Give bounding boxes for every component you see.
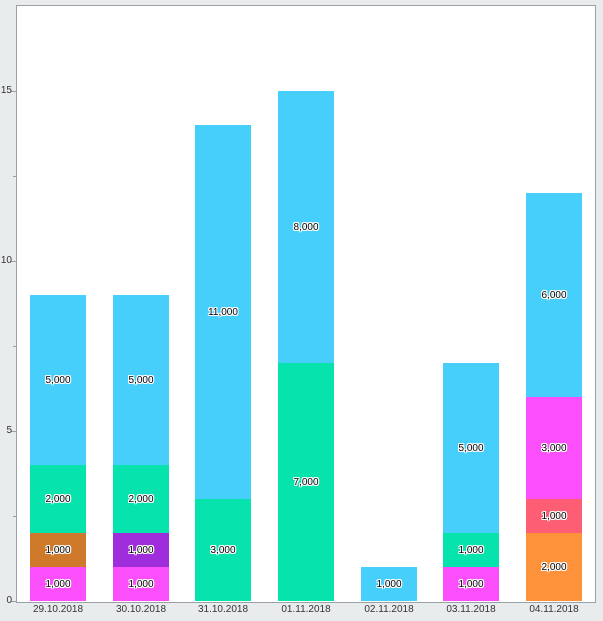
bar-31.10.2018[interactable]: 3,000 11,000	[195, 0, 251, 601]
bar-segment[interactable]: 1,000	[30, 533, 86, 567]
bar-segment[interactable]: 1,000	[113, 533, 169, 567]
bar-02.11.2018[interactable]: 1,000	[361, 0, 417, 601]
y-tick-label: 10	[0, 255, 12, 266]
bar-segment[interactable]: 7,000	[278, 363, 334, 601]
segment-value-label: 5,000	[128, 374, 154, 386]
bar-03.11.2018[interactable]: 1,000 1,000 5,000	[443, 0, 499, 601]
segment-value-label: 1,000	[128, 578, 154, 590]
y-tick-label: 15	[0, 85, 12, 96]
y-tick	[11, 261, 16, 262]
bar-segment[interactable]: 3,000	[526, 397, 582, 499]
y-minor-tick	[13, 346, 16, 347]
x-tick-label: 03.11.2018	[446, 604, 496, 615]
y-tick	[11, 91, 16, 92]
y-minor-tick	[13, 176, 16, 177]
bar-segment[interactable]: 1,000	[361, 567, 417, 601]
bar-segment[interactable]: 2,000	[526, 533, 582, 601]
bar-segment[interactable]: 5,000	[30, 295, 86, 465]
y-minor-tick	[13, 516, 16, 517]
bar-segment[interactable]: 8,000	[278, 91, 334, 363]
bar-segment[interactable]: 1,000	[30, 567, 86, 601]
segment-value-label: 7,000	[293, 476, 319, 488]
x-tick-label: 29.10.2018	[32, 604, 84, 615]
segment-value-label: 1,000	[45, 544, 71, 556]
bar-segment[interactable]: 1,000	[113, 567, 169, 601]
bar-segment[interactable]: 6,000	[526, 193, 582, 397]
segment-value-label: 1,000	[45, 578, 71, 590]
bar-segment[interactable]: 2,000	[113, 465, 169, 533]
bar-01.11.2018[interactable]: 7,000 8,000	[278, 0, 334, 601]
segment-value-label: 5,000	[458, 442, 484, 454]
bar-29.10.2018[interactable]: 1,000 1,000 2,000 5,000	[30, 0, 86, 601]
segment-value-label: 8,000	[293, 221, 319, 233]
segment-value-label: 5,000	[45, 374, 71, 386]
segment-value-label: 2,000	[128, 493, 154, 505]
y-tick	[11, 431, 16, 432]
bar-segment[interactable]: 1,000	[526, 499, 582, 533]
segment-value-label: 1,000	[458, 544, 484, 556]
bar-segment[interactable]: 5,000	[443, 363, 499, 533]
bar-segment[interactable]: 11,000	[195, 125, 251, 499]
bar-30.10.2018[interactable]: 1,000 1,000 2,000 5,000	[113, 0, 169, 601]
segment-value-label: 1,000	[376, 578, 402, 590]
segment-value-label: 2,000	[541, 561, 567, 573]
x-tick-label: 04.11.2018	[529, 604, 579, 615]
segment-value-label: 2,000	[45, 493, 71, 505]
bar-segment[interactable]: 3,000	[195, 499, 251, 601]
bar-04.11.2018[interactable]: 2,000 1,000 3,000 6,000	[526, 0, 582, 601]
y-tick	[11, 601, 16, 602]
segment-value-label: 1,000	[541, 510, 567, 522]
segment-value-label: 1,000	[458, 578, 484, 590]
segment-value-label: 3,000	[541, 442, 567, 454]
segment-value-label: 3,000	[210, 544, 236, 556]
segment-value-label: 1,000	[128, 544, 154, 556]
x-tick-label: 02.11.2018	[364, 604, 414, 615]
segment-value-label: 11,000	[208, 306, 238, 318]
bar-segment[interactable]: 5,000	[113, 295, 169, 465]
y-tick-label: 0	[6, 595, 12, 606]
x-tick-label: 01.11.2018	[281, 604, 331, 615]
y-tick-label: 5	[6, 425, 12, 436]
bar-segment[interactable]: 2,000	[30, 465, 86, 533]
x-tick-label: 30.10.2018	[115, 604, 167, 615]
bar-segment[interactable]: 1,000	[443, 567, 499, 601]
segment-value-label: 6,000	[541, 289, 567, 301]
x-tick-label: 31.10.2018	[197, 604, 249, 615]
bar-segment[interactable]: 1,000	[443, 533, 499, 567]
